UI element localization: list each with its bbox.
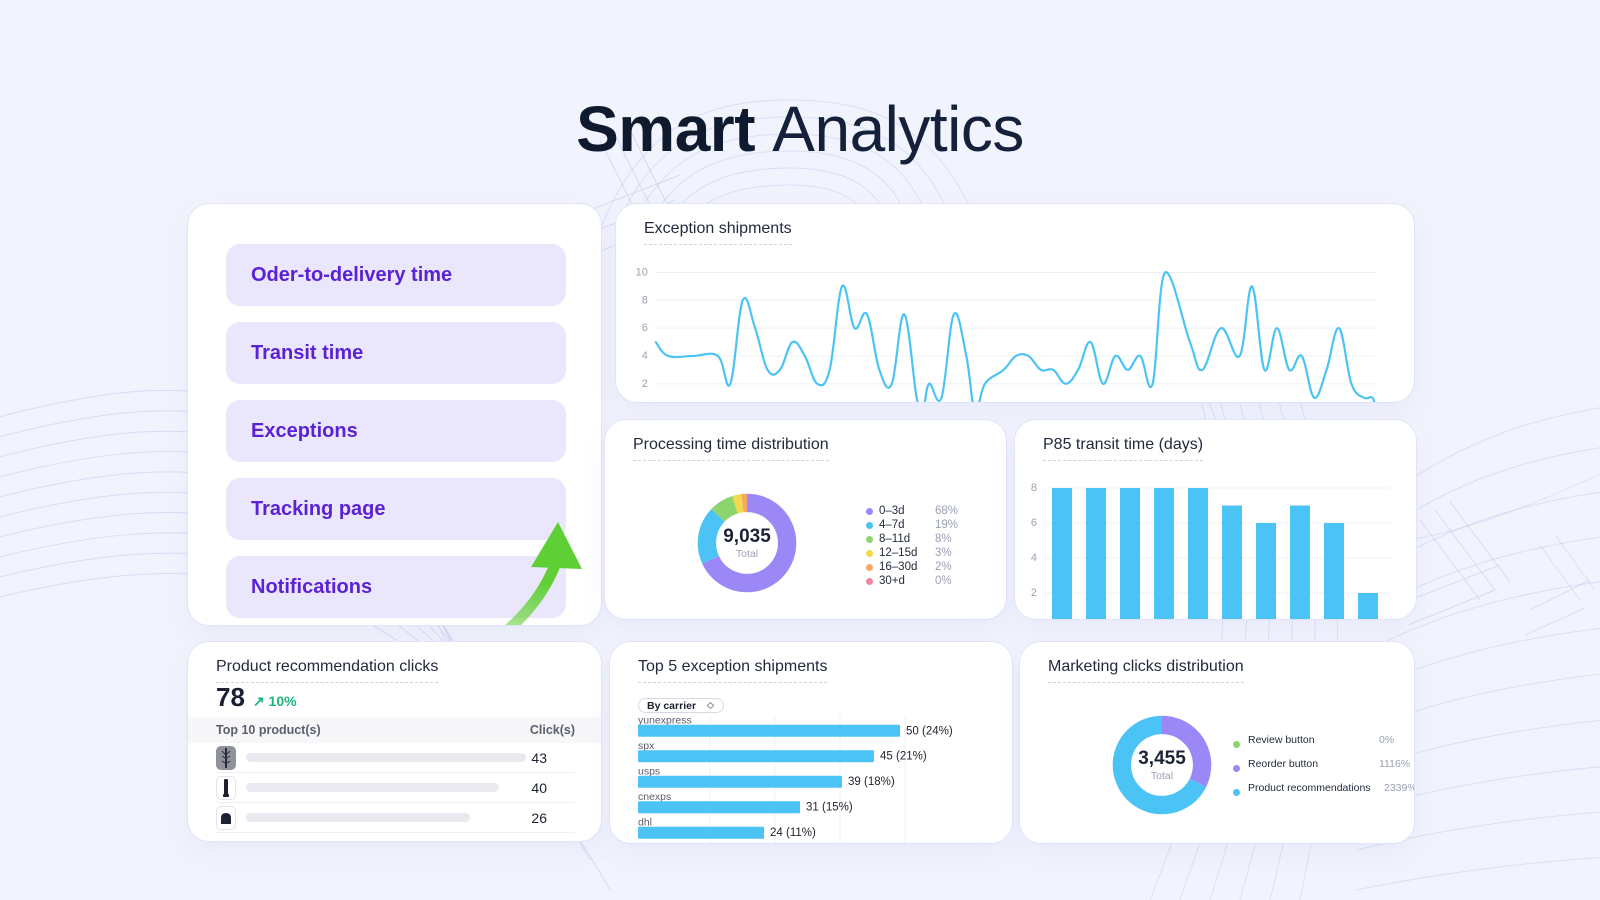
svg-text:31 (15%): 31 (15%)	[806, 802, 853, 814]
svg-text:spx: spx	[638, 740, 655, 752]
svg-text:6: 6	[1031, 517, 1037, 529]
svg-text:8: 8	[1031, 482, 1037, 494]
svg-text:dhl: dhl	[638, 817, 652, 829]
svg-text:2: 2	[642, 378, 648, 390]
svg-text:usps: usps	[638, 766, 660, 778]
svg-text:8: 8	[642, 294, 648, 306]
svg-text:50 (24%): 50 (24%)	[906, 725, 953, 737]
svg-text:4: 4	[1031, 552, 1037, 564]
svg-text:6: 6	[642, 322, 648, 334]
svg-text:10: 10	[636, 266, 648, 278]
svg-text:2: 2	[1031, 587, 1037, 599]
svg-text:45 (21%): 45 (21%)	[880, 751, 927, 763]
svg-text:4: 4	[642, 350, 648, 362]
svg-text:39 (18%): 39 (18%)	[848, 776, 895, 788]
svg-text:24 (11%): 24 (11%)	[770, 827, 816, 839]
svg-text:cnexps: cnexps	[638, 791, 671, 803]
